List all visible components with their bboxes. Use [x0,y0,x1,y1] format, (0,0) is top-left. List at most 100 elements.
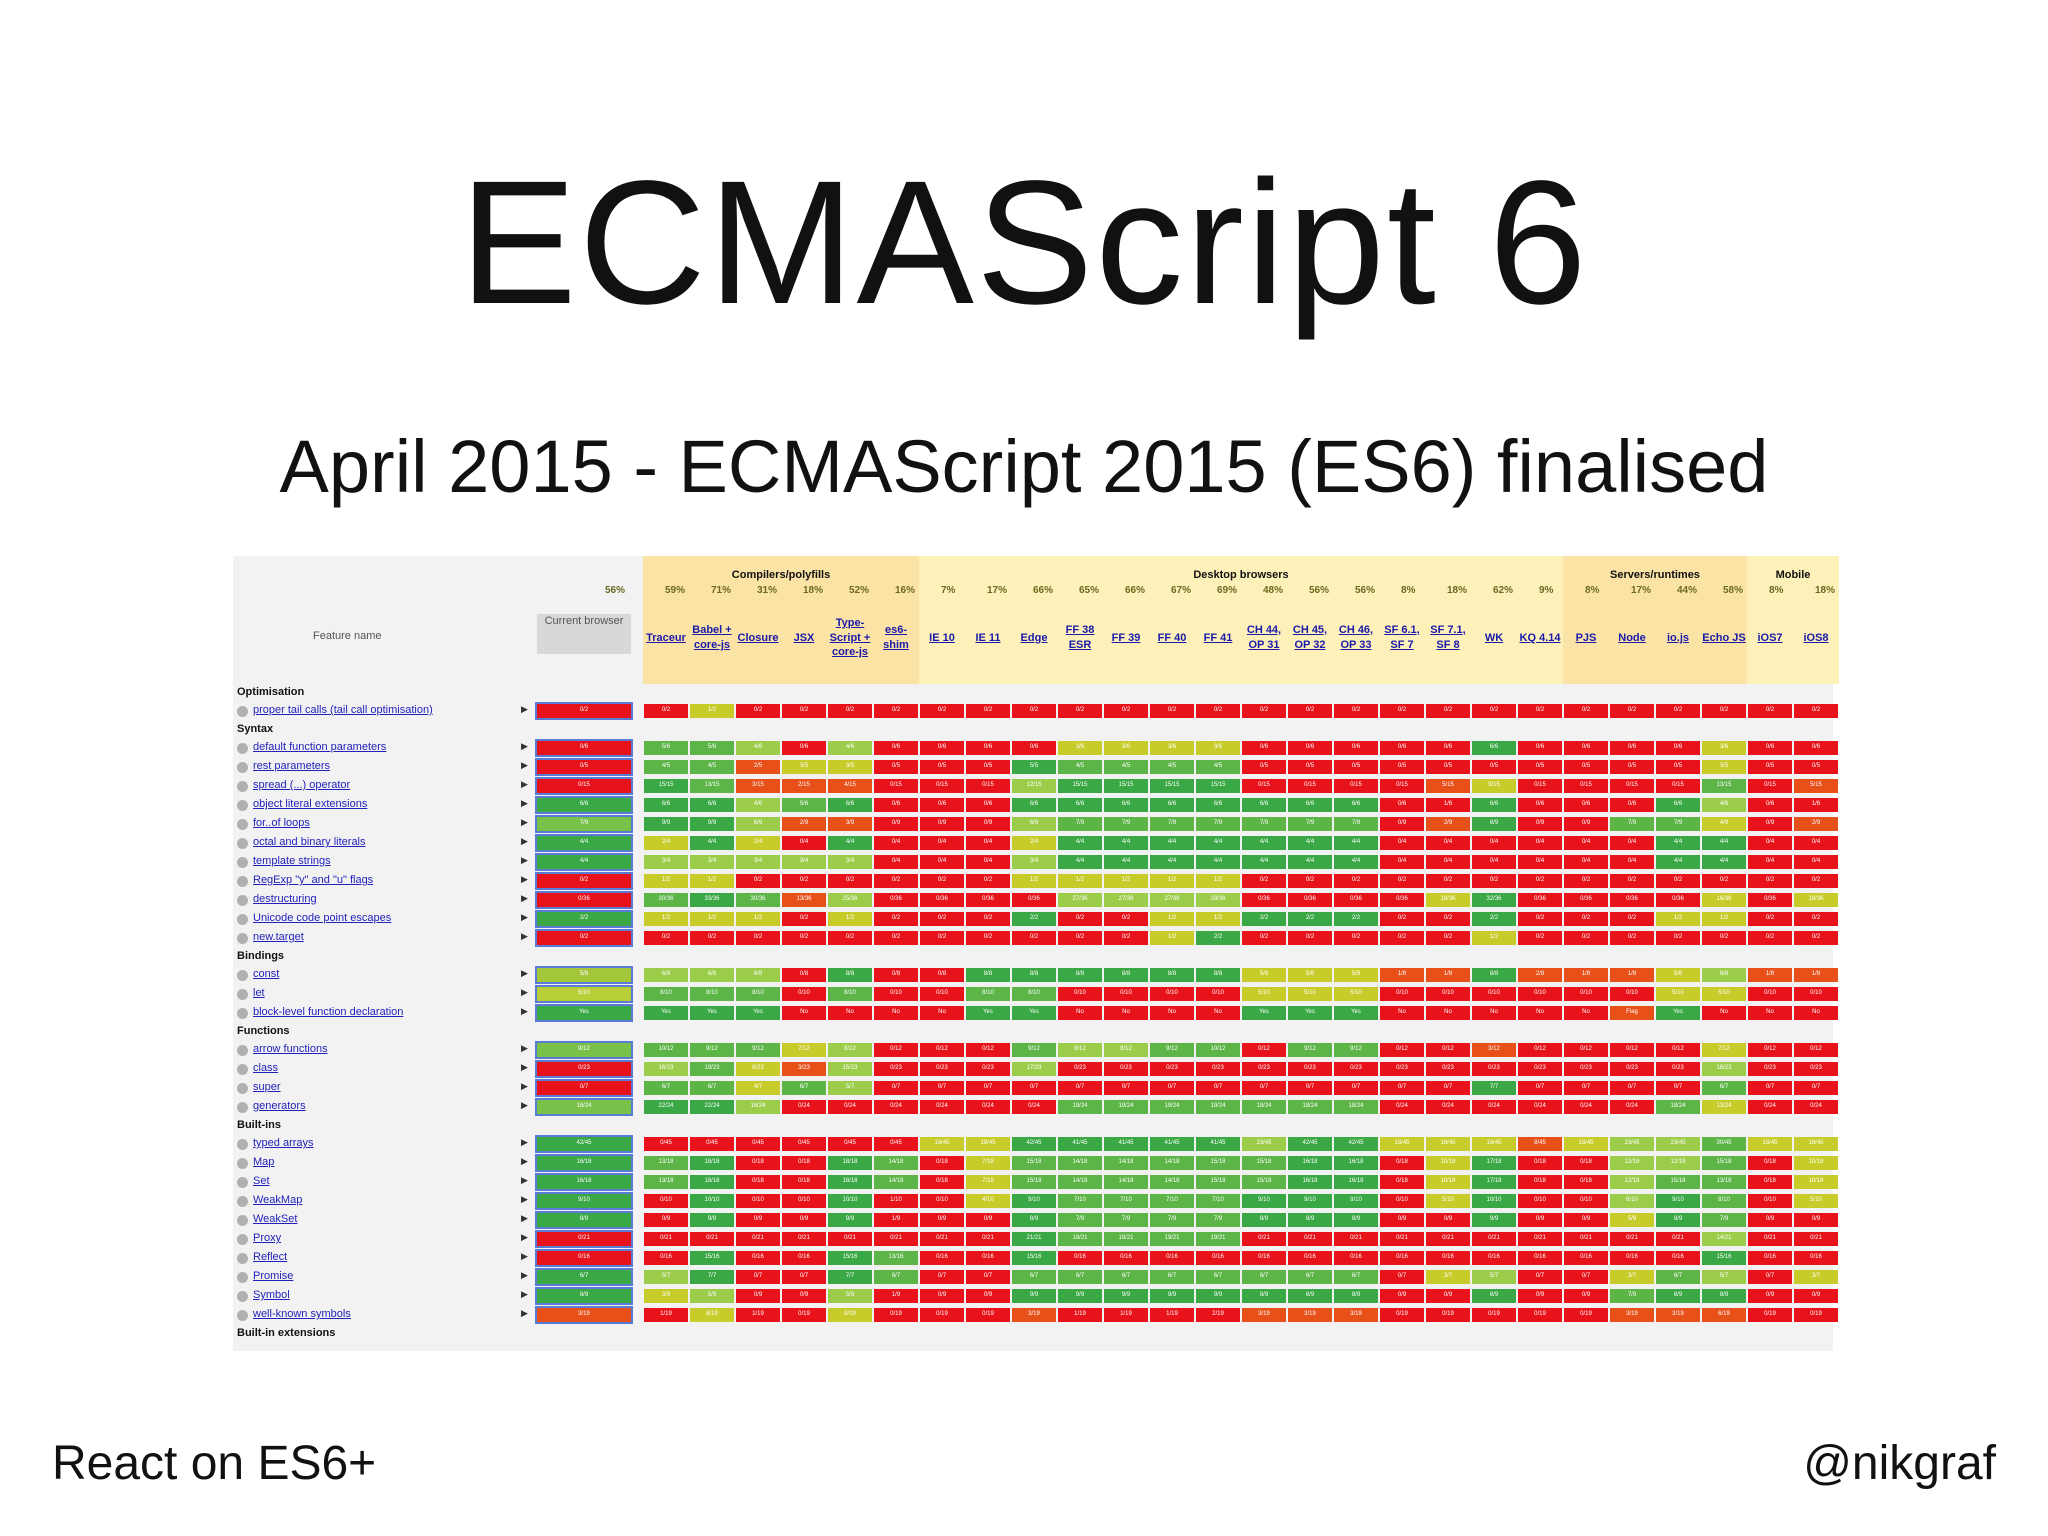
column-header-link[interactable]: KQ 4.14 [1519,631,1561,644]
support-cell: 13/36 [782,893,826,907]
feature-name-link[interactable]: rest parameters [253,760,331,772]
expand-arrow-icon[interactable]: ▶ [521,741,528,751]
support-cell: 2/4 [1012,836,1056,850]
feature-name-link[interactable]: arrow functions [253,1043,328,1055]
feature-name-link[interactable]: class [253,1062,279,1074]
expand-arrow-icon[interactable]: ▶ [521,912,528,922]
support-cell: 0/2 [874,874,918,888]
feature-name-link[interactable]: Promise [253,1270,294,1282]
feature-name-link[interactable]: template strings [253,855,331,867]
support-cell: 10/12 [1196,1043,1240,1057]
feature-name-link[interactable]: Proxy [253,1232,282,1244]
section-heading: Functions [237,1025,290,1037]
expand-arrow-icon[interactable]: ▶ [521,1270,528,1280]
support-cell: 6/19 [1702,1308,1746,1322]
column-header-link[interactable]: SF 6.1, SF 7 [1384,624,1420,651]
support-cell: 1/19 [1104,1308,1148,1322]
support-cell: 0/10 [644,1194,688,1208]
expand-arrow-icon[interactable]: ▶ [521,1308,528,1318]
feature-name-link[interactable]: proper tail calls (tail call optimisatio… [253,704,433,716]
feature-name-link[interactable]: new.target [253,931,304,943]
feature-name-link[interactable]: object literal extensions [253,798,368,810]
column-header-link[interactable]: WK [1484,631,1504,644]
feature-name-link[interactable]: WeakMap [253,1194,303,1206]
expand-arrow-icon[interactable]: ▶ [521,1062,528,1072]
support-cell: 0/2 [1518,912,1562,926]
column-header-link[interactable]: Traceur [646,631,686,644]
feature-name-link[interactable]: super [253,1081,281,1093]
support-cell: 2/4 [644,836,688,850]
feature-name-link[interactable]: destructuring [253,893,317,905]
expand-arrow-icon[interactable]: ▶ [521,1251,528,1261]
expand-arrow-icon[interactable]: ▶ [521,1081,528,1091]
expand-arrow-icon[interactable]: ▶ [521,798,528,808]
feature-name-link[interactable]: octal and binary literals [253,836,366,848]
feature-name-link[interactable]: let [253,987,265,999]
feature-name-link[interactable]: block-level function declaration [253,1006,404,1018]
column-header-link[interactable]: IE 11 [975,631,1001,644]
expand-arrow-icon[interactable]: ▶ [521,1194,528,1204]
expand-arrow-icon[interactable]: ▶ [521,836,528,846]
feature-name-link[interactable]: typed arrays [253,1137,314,1149]
expand-arrow-icon[interactable]: ▶ [521,779,528,789]
support-cell: 15/16 [1702,1251,1746,1265]
support-cell: 4/5 [1104,760,1148,774]
feature-name-link[interactable]: Map [253,1156,275,1168]
expand-arrow-icon[interactable]: ▶ [521,1289,528,1299]
column-header-link[interactable]: FF 38 ESR [1065,624,1095,651]
column-header-link[interactable]: CH 46, OP 33 [1338,624,1374,651]
column-header-link[interactable]: Closure [737,631,779,644]
column-header-link[interactable]: CH 45, OP 32 [1292,624,1328,651]
expand-arrow-icon[interactable]: ▶ [521,874,528,884]
column-header-link[interactable]: iOS7 [1757,631,1783,644]
expand-arrow-icon[interactable]: ▶ [521,1006,528,1016]
feature-name-link[interactable]: for..of loops [253,817,310,829]
column-header-link[interactable]: JSX [793,631,815,644]
column-header-link[interactable]: Type-Script + core-js [829,616,871,659]
feature-name-link[interactable]: WeakSet [253,1213,298,1225]
support-cell: 0/9 [736,1213,780,1227]
column-header-link[interactable]: CH 44, OP 31 [1246,624,1282,651]
support-cell: 0/4 [920,836,964,850]
column-header-link[interactable]: PJS [1575,631,1597,644]
expand-arrow-icon[interactable]: ▶ [521,987,528,997]
column-header-link[interactable]: Babel + core-js [692,624,732,651]
feature-name-link[interactable]: well-known symbols [253,1308,351,1320]
column-header-link[interactable]: iOS8 [1803,631,1829,644]
column-header-link[interactable]: FF 40 [1157,631,1187,644]
column-header-link[interactable]: FF 41 [1203,631,1233,644]
column-header-link[interactable]: Edge [1020,631,1048,644]
expand-arrow-icon[interactable]: ▶ [521,968,528,978]
column-header-link[interactable]: FF 39 [1111,631,1141,644]
support-cell: 0/10 [782,987,826,1001]
feature-name-link[interactable]: RegExp "y" and "u" flags [253,874,374,886]
expand-arrow-icon[interactable]: ▶ [521,760,528,770]
expand-arrow-icon[interactable]: ▶ [521,893,528,903]
feature-name-link[interactable]: Reflect [253,1251,288,1263]
column-header-link[interactable]: es6-shim [883,624,909,651]
feature-name-link[interactable]: Symbol [253,1289,290,1301]
feature-name-link[interactable]: Set [253,1175,270,1187]
feature-name-link[interactable]: spread (...) operator [253,779,351,791]
column-header-link[interactable]: IE 10 [929,631,955,644]
feature-name-link[interactable]: const [253,968,280,980]
expand-arrow-icon[interactable]: ▶ [521,931,528,941]
column-header-link[interactable]: io.js [1666,631,1689,644]
expand-arrow-icon[interactable]: ▶ [521,1213,528,1223]
expand-arrow-icon[interactable]: ▶ [521,1232,528,1242]
feature-name-link[interactable]: generators [253,1100,306,1112]
expand-arrow-icon[interactable]: ▶ [521,1137,528,1147]
expand-arrow-icon[interactable]: ▶ [521,1043,528,1053]
expand-arrow-icon[interactable]: ▶ [521,704,528,714]
column-header-link[interactable]: Echo JS [1702,631,1746,644]
support-cell: 6/6 [1058,798,1102,812]
column-header-link[interactable]: Node [1618,631,1646,644]
expand-arrow-icon[interactable]: ▶ [521,1156,528,1166]
expand-arrow-icon[interactable]: ▶ [521,817,528,827]
expand-arrow-icon[interactable]: ▶ [521,1175,528,1185]
feature-name-link[interactable]: default function parameters [253,741,387,753]
column-header-link[interactable]: SF 7.1, SF 8 [1430,624,1466,651]
expand-arrow-icon[interactable]: ▶ [521,855,528,865]
expand-arrow-icon[interactable]: ▶ [521,1100,528,1110]
feature-name-link[interactable]: Unicode code point escapes [253,912,392,924]
